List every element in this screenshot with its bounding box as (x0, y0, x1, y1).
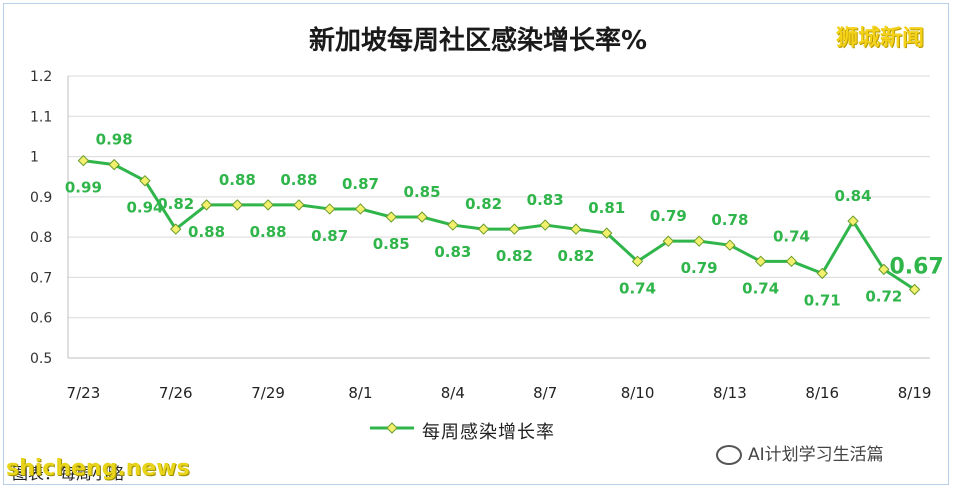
data-point-marker (908, 283, 921, 296)
data-point-marker (631, 255, 644, 268)
data-label: 0.98 (96, 131, 133, 149)
chart-credit: 图表：每周小略 (12, 464, 125, 483)
data-label: 0.67 (889, 255, 943, 280)
y-tick-label: 1.1 (30, 109, 52, 125)
y-tick-label: 0.9 (30, 190, 52, 206)
data-point-marker (231, 199, 244, 211)
y-tick-label: 0.7 (30, 270, 52, 286)
data-label: 0.71 (804, 291, 841, 309)
data-point-marker (754, 255, 767, 268)
data-point-marker (662, 235, 675, 247)
data-point-marker (262, 199, 274, 211)
data-label: 0.88 (188, 223, 225, 241)
legend-label: 每周感染增长率 (422, 422, 555, 443)
y-tick-label: 0.5 (30, 351, 52, 367)
data-label: 0.74 (773, 227, 810, 245)
data-label: 0.84 (835, 187, 872, 205)
x-tick-label: 8/19 (898, 384, 932, 402)
data-point-marker (354, 203, 367, 215)
data-label: 0.79 (650, 207, 687, 225)
data-point-marker (139, 175, 151, 187)
data-label: 0.82 (465, 195, 502, 213)
x-tick-label: 8/7 (533, 384, 557, 402)
data-point-marker (170, 223, 182, 235)
data-point-marker (570, 223, 582, 235)
data-label: 0.88 (250, 223, 287, 241)
x-tick-label: 7/26 (159, 384, 193, 402)
data-point-marker (77, 154, 90, 167)
data-point-marker (878, 263, 890, 276)
data-label: 0.83 (434, 243, 471, 261)
data-label: 0.85 (373, 235, 410, 253)
data-point-marker (416, 211, 428, 223)
x-tick-label: 8/10 (621, 384, 655, 402)
y-tick-label: 0.6 (30, 311, 52, 327)
data-label: 0.85 (404, 183, 441, 201)
data-label: 0.82 (157, 195, 194, 213)
chart-title: 新加坡每周社区感染增长率% (308, 26, 648, 56)
data-label: 0.72 (865, 287, 902, 305)
y-tick-label: 1 (30, 150, 39, 166)
data-point-marker (108, 158, 120, 171)
data-label: 0.82 (496, 247, 533, 265)
x-tick-label: 7/23 (67, 384, 101, 402)
data-point-marker (693, 235, 705, 247)
data-point-marker (785, 255, 798, 268)
data-label: 0.94 (126, 199, 163, 217)
data-label: 0.88 (280, 171, 317, 189)
data-label: 0.82 (557, 247, 594, 265)
chart-frame (3, 3, 949, 485)
data-point-marker (385, 211, 397, 223)
data-point-marker (847, 215, 859, 227)
data-point-marker (539, 219, 551, 231)
data-label: 0.83 (527, 191, 564, 209)
data-point-marker (816, 267, 828, 280)
data-point-marker (724, 239, 736, 251)
x-tick-label: 8/1 (348, 384, 372, 402)
y-tick-label: 1.2 (30, 69, 52, 85)
x-tick-label: 8/13 (713, 384, 747, 402)
data-label: 0.74 (742, 279, 779, 297)
data-label: 0.87 (342, 175, 379, 193)
data-point-marker (200, 199, 213, 211)
data-label: 0.88 (219, 171, 256, 189)
y-tick-label: 0.8 (30, 230, 52, 246)
x-tick-label: 7/29 (251, 384, 285, 402)
data-point-marker (601, 227, 613, 239)
wechat-text: AI计划学习生活篇 (748, 445, 884, 465)
data-point-marker (323, 203, 336, 215)
wechat-watermark: AI计划学习生活篇 (716, 440, 884, 465)
data-label: 0.81 (588, 199, 625, 217)
data-label: 0.87 (311, 227, 348, 245)
site-watermark: shicheng.news (6, 456, 190, 481)
data-point-marker (293, 199, 305, 211)
data-label: 0.99 (65, 179, 102, 197)
data-label: 0.79 (681, 259, 718, 277)
x-tick-label: 8/4 (441, 384, 465, 402)
data-point-marker (447, 219, 459, 231)
data-label: 0.78 (711, 211, 748, 229)
brand-watermark: 狮城新闻 (836, 26, 925, 51)
wechat-icon (716, 445, 742, 465)
legend-marker (386, 422, 398, 434)
series-line (83, 159, 916, 291)
data-label: 0.74 (619, 279, 656, 297)
data-point-marker (477, 223, 490, 235)
data-point-marker (508, 223, 521, 235)
x-tick-label: 8/16 (805, 384, 839, 402)
